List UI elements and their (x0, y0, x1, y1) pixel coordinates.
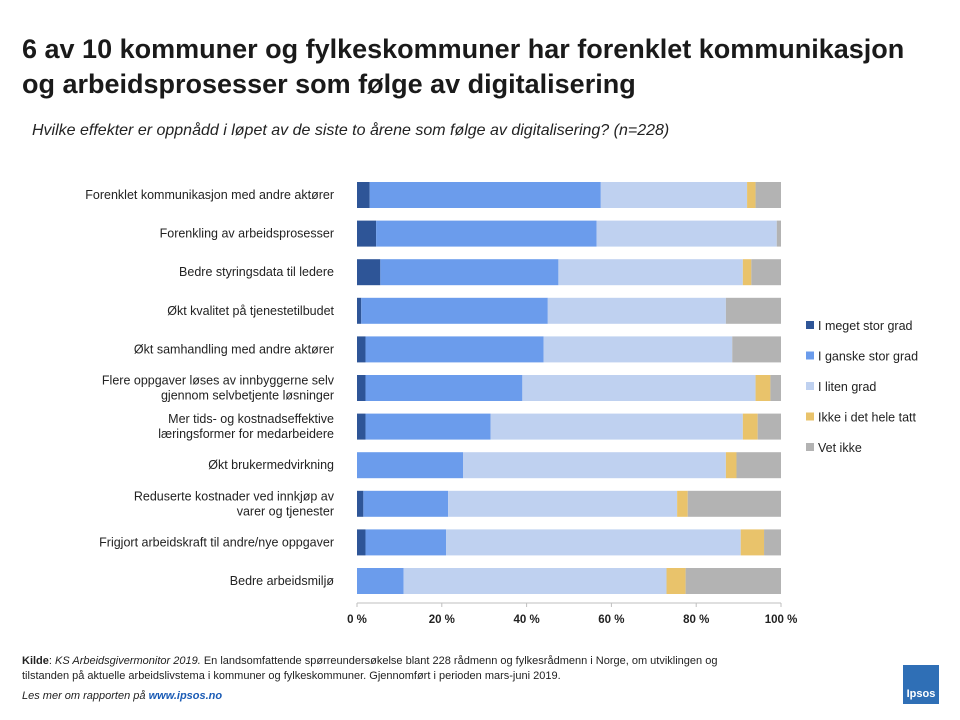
bar-segment-5-1 (357, 336, 366, 363)
bar-segment-6-1 (357, 375, 366, 401)
category-label-11: Bedre arbeidsmiljø (230, 574, 335, 588)
category-label-6: gjennom selvbetjente løsninger (161, 389, 334, 403)
x-tick-label: 20 % (429, 614, 455, 626)
bar-segment-6-5 (770, 375, 781, 401)
bar-segment-6-2 (365, 375, 523, 401)
bar-segment-4-5 (725, 297, 781, 324)
source-text: En landsomfattende spørreundersøkelse bl… (22, 655, 718, 682)
bar-segment-9-5 (687, 490, 781, 517)
legend-swatch (806, 412, 814, 421)
bar-segment-4-3 (547, 297, 726, 324)
category-label-6: Flere oppgaver løses av innbyggerne selv (102, 374, 335, 388)
bar-segment-9-4 (677, 490, 688, 517)
category-label-9: Reduserte kostnader ved innkjøp av (134, 489, 335, 503)
bar-segment-5-5 (732, 336, 781, 363)
bar-segment-1-2 (369, 182, 601, 208)
bar-segment-11-3 (403, 568, 667, 594)
bar-segment-8-4 (725, 452, 737, 479)
legend: I meget stor grad I ganske stor grad I lit… (806, 319, 918, 455)
bar-segment-5-3 (543, 336, 733, 363)
x-tick-label: 60 % (598, 614, 624, 626)
bar-segment-10-4 (740, 529, 765, 556)
category-label-7: Mer tids- og kostnadseffektive (168, 412, 334, 426)
category-label-3: Bedre styringsdata til ledere (179, 265, 334, 279)
bar-segment-1-3 (600, 182, 748, 208)
legend-swatch (806, 382, 814, 390)
bar-segment-8-5 (736, 452, 781, 479)
bar-segment-8-2 (357, 452, 463, 479)
x-tick-label: 40 % (513, 614, 539, 626)
bar-segment-7-4 (742, 413, 758, 440)
chart-subtitle: Hvilke effekter er oppnådd i løpet av de… (32, 122, 670, 139)
bar-segment-3-2 (380, 259, 559, 286)
category-label-10: Frigjort arbeidskraft til andre/nye oppg… (99, 535, 334, 549)
bar-segment-4-1 (357, 297, 362, 324)
bar-segment-2-3 (596, 220, 777, 247)
bar-segment-8-3 (463, 452, 726, 479)
bar-segment-9-3 (448, 490, 678, 517)
x-tick-label: 80 % (683, 614, 709, 626)
bar-segment-10-1 (357, 529, 366, 556)
bar-segment-3-3 (558, 259, 743, 286)
category-label-8: Økt brukermedvirkning (208, 458, 334, 472)
legend-label: Vet ikke (818, 441, 862, 455)
x-axis: 0 % 20 % 40 % 60 % 80 % 100 % (347, 602, 798, 626)
legend-swatch (806, 321, 814, 329)
source-label: Kilde (22, 655, 49, 667)
legend-label: I liten grad (818, 380, 876, 394)
bars-layer (357, 182, 781, 594)
x-tick-label: 100 % (765, 614, 798, 626)
bar-segment-7-3 (490, 413, 743, 440)
bar-segment-6-4 (755, 375, 771, 401)
bar-segment-11-5 (685, 568, 781, 594)
bar-segment-7-1 (357, 413, 366, 440)
bar-segment-10-2 (365, 529, 447, 556)
bar-segment-5-2 (365, 336, 544, 363)
bar-segment-2-2 (376, 220, 597, 247)
bar-segment-6-3 (522, 375, 756, 401)
read-more-text: Les mer om rapporten på (22, 690, 146, 702)
bar-segment-1-5 (755, 182, 781, 208)
bar-segment-2-5 (776, 220, 781, 247)
bar-segment-1-1 (357, 182, 370, 208)
category-label-9: varer og tjenester (237, 504, 334, 518)
bar-segment-7-5 (757, 413, 781, 440)
bar-segment-9-1 (357, 490, 364, 517)
bar-segment-3-1 (357, 259, 381, 286)
source-note: Kilde: KS Arbeidsgivermonitor 2019. En l… (22, 655, 718, 682)
bar-segment-10-3 (446, 529, 741, 556)
bar-segment-3-5 (751, 259, 781, 286)
ipsos-logo: Ipsos (903, 665, 939, 704)
legend-swatch (806, 443, 814, 451)
bar-segment-9-2 (363, 490, 449, 517)
source-publication: KS Arbeidsgivermonitor 2019. (55, 655, 201, 667)
x-tick-label: 0 % (347, 614, 367, 626)
bar-segment-7-2 (365, 413, 491, 440)
legend-label: Ikke i det hele tatt (818, 411, 917, 425)
legend-label: I ganske stor grad (818, 350, 918, 364)
bar-segment-2-1 (357, 220, 377, 247)
bar-segment-4-2 (361, 297, 548, 324)
read-more: Les mer om rapporten på www.ipsos.no (22, 690, 222, 702)
legend-label: I meget stor grad (818, 319, 913, 333)
bar-segment-10-5 (764, 529, 781, 556)
chart-title: 6 av 10 kommuner og fylkeskommuner har f… (22, 34, 905, 99)
category-label-4: Økt kvalitet på tjenestetilbudet (167, 304, 334, 318)
category-label-5: Økt samhandling med andre aktører (134, 342, 334, 356)
bar-segment-11-2 (357, 568, 404, 594)
category-labels: Forenklet kommunikasjon med andre aktøre… (85, 188, 334, 588)
bar-segment-11-4 (666, 568, 686, 594)
read-more-link[interactable]: www.ipsos.no (148, 690, 223, 702)
category-label-2: Forenkling av arbeidsprosesser (160, 227, 334, 241)
legend-swatch (806, 351, 814, 360)
bar-segment-1-4 (747, 182, 756, 208)
category-label-7: læringsformer for medarbeidere (158, 427, 334, 441)
category-label-1: Forenklet kommunikasjon med andre aktøre… (85, 188, 334, 202)
bar-segment-3-4 (742, 259, 752, 286)
